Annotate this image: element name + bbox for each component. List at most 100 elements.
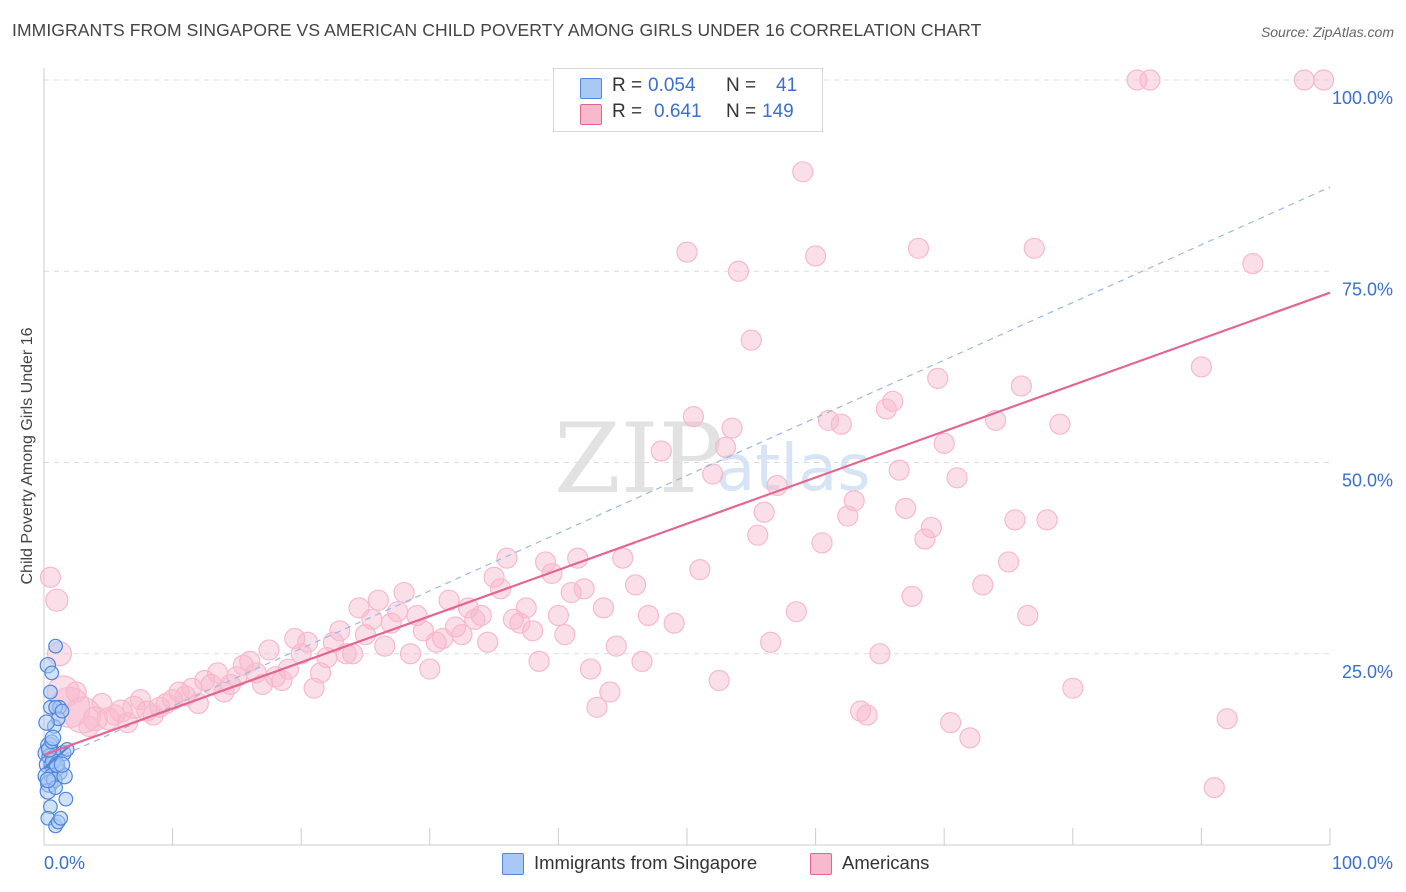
american-point [972, 574, 994, 596]
american-point [888, 459, 910, 481]
american-point [496, 547, 518, 569]
n-key: N = [726, 75, 757, 96]
correlation-legend: R = 0.054 N = 41 R = 0.641 N = 149 [553, 68, 823, 132]
american-point [573, 578, 595, 600]
american-point [689, 558, 711, 581]
american-point [477, 631, 499, 653]
american-point [579, 658, 602, 680]
source-label: Source: ZipAtlas.com [1260, 24, 1394, 40]
y-tick-label: 50.0% [1342, 471, 1393, 491]
american-point [464, 608, 486, 630]
american-point [599, 681, 621, 703]
american-point [1023, 237, 1045, 259]
american-point [284, 627, 306, 650]
american-point [637, 604, 660, 627]
american-point [181, 677, 203, 699]
singapore-point [58, 791, 74, 807]
singapore-point [54, 703, 70, 719]
correlation-row-americans: R = 0.641 N = 149 [554, 101, 822, 127]
american-point [869, 643, 891, 665]
american-point [901, 585, 923, 607]
american-point [1139, 69, 1161, 91]
american-point [297, 631, 319, 653]
n-value: 41 [776, 75, 798, 96]
singapore-point [53, 756, 71, 773]
n-value: 149 [762, 101, 794, 122]
american-point [856, 704, 878, 726]
american-point [528, 650, 550, 673]
american-point [682, 406, 705, 428]
american-point [631, 650, 653, 673]
american-point [393, 581, 415, 604]
american-point [920, 516, 942, 539]
american-point [708, 669, 730, 692]
american-point [483, 566, 505, 588]
american-point [104, 704, 126, 726]
singapore-trend-extended [43, 186, 1331, 765]
american-point [129, 689, 152, 711]
watermark-zip: ZIP [554, 403, 723, 515]
american-point [1017, 604, 1039, 627]
american-point [65, 681, 87, 703]
american-point [470, 604, 492, 627]
american-point [727, 260, 750, 282]
american-point [850, 700, 872, 722]
american-point [605, 635, 627, 657]
american-point [927, 367, 949, 389]
n-key: N = [726, 101, 757, 122]
american-point [232, 654, 254, 676]
american-point [663, 612, 685, 634]
american-point [650, 440, 672, 462]
correlation-row-singapore: R = 0.054 N = 41 [554, 75, 822, 101]
american-point [875, 398, 897, 420]
american-point [612, 547, 634, 569]
r-value: 0.641 [654, 101, 702, 122]
american-point [367, 589, 389, 611]
american-point [721, 417, 743, 439]
american-point [804, 245, 827, 267]
american-point [451, 624, 473, 646]
american-point [541, 562, 563, 585]
singapore-point [48, 638, 63, 654]
american-point [792, 161, 814, 183]
american-point [522, 620, 544, 642]
american-point [817, 409, 840, 432]
american-point [554, 624, 576, 646]
american-point [560, 581, 582, 604]
singapore-point [39, 771, 57, 789]
american-point [1312, 69, 1335, 91]
r-key: R = [612, 75, 643, 96]
american-point [830, 413, 852, 435]
american-point [1126, 69, 1148, 91]
american-point [1010, 375, 1032, 397]
bottom-legend-singapore: Immigrants from Singapore [534, 852, 758, 873]
y-axis-label: Child Poverty Among Girls Under 16 [19, 327, 36, 585]
american-point [940, 711, 962, 734]
legend-swatch-singapore [580, 78, 602, 99]
x-tick-label: 0.0% [44, 853, 85, 873]
american-point [271, 669, 293, 692]
y-tick-label: 25.0% [1342, 662, 1393, 682]
american-point [39, 566, 62, 588]
bottom-legend-swatch-americans [810, 853, 832, 875]
american-point [387, 601, 409, 623]
american-point [419, 658, 441, 680]
american-point [946, 467, 968, 489]
american-point [547, 604, 570, 627]
american-point [1242, 253, 1264, 275]
american-point [1036, 509, 1058, 531]
american-point [567, 547, 589, 569]
y-axis-label-wrap: Child Poverty Among Girls Under 16 [16, 0, 40, 892]
american-point [714, 436, 737, 458]
watermark-atlas: atlas [716, 432, 871, 506]
americans-trend-line [43, 291, 1331, 756]
singapore-trend-line [43, 744, 71, 770]
singapore-point [44, 665, 60, 681]
american-point [907, 237, 930, 259]
singapore-point [38, 714, 55, 731]
american-point [168, 681, 190, 703]
american-point [1216, 708, 1238, 730]
legend-swatch-americans [580, 104, 602, 125]
american-point [914, 528, 936, 550]
y-tick-label: 75.0% [1342, 279, 1393, 299]
